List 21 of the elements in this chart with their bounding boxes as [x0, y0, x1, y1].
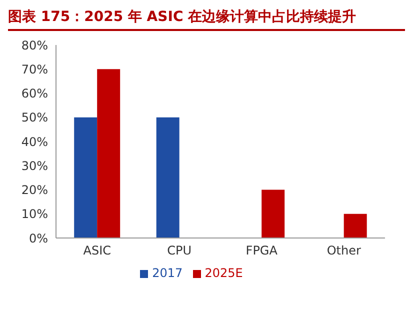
y-tick-label: 80% [21, 38, 48, 52]
x-tick-label: Other [326, 244, 361, 258]
y-tick-label: 50% [21, 110, 48, 125]
y-tick-label: 10% [21, 207, 48, 222]
bar [344, 214, 367, 238]
chart-title: 图表 175：2025 年 ASIC 在边缘计算中占比持续提升 [8, 8, 405, 31]
x-tick-label: CPU [167, 244, 192, 258]
x-tick-label: FPGA [246, 244, 278, 258]
bar [74, 117, 98, 238]
y-tick-label: 20% [21, 183, 48, 198]
legend-label: 2017 [152, 266, 183, 280]
y-tick-label: 70% [21, 62, 48, 76]
x-tick-label: ASIC [83, 244, 111, 258]
y-tick-label: 40% [21, 134, 48, 149]
bar [262, 190, 285, 238]
bar [156, 117, 180, 238]
legend-label: 2025E [204, 266, 243, 280]
bar [97, 69, 120, 238]
y-tick-label: 30% [21, 158, 48, 173]
y-tick-label: 0% [28, 231, 48, 246]
y-tick-label: 60% [21, 86, 48, 101]
